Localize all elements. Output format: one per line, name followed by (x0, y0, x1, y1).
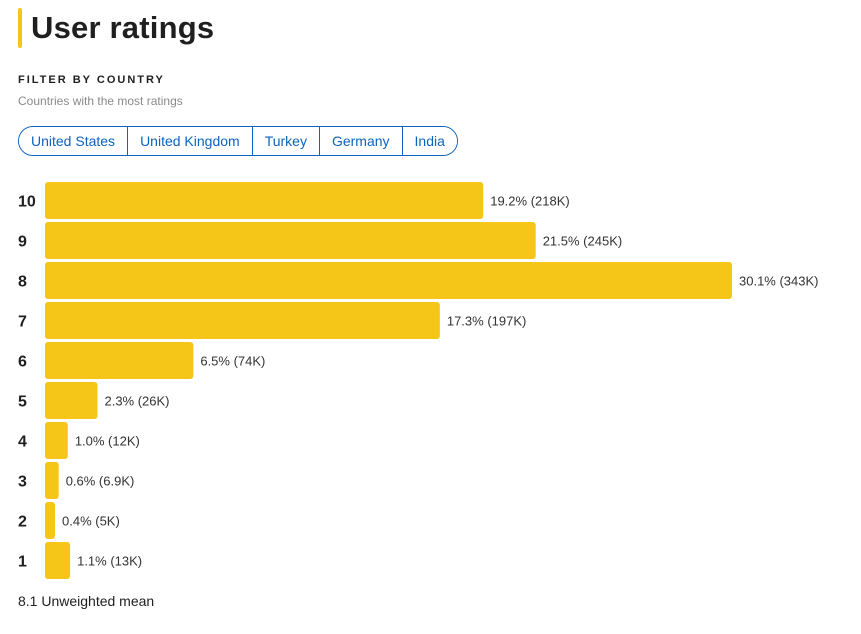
rating-bar-5[interactable] (45, 382, 98, 419)
rating-value-label-8: 30.1% (343K) (739, 274, 819, 289)
rating-label-6: 6 (18, 354, 27, 371)
rating-label-5: 5 (18, 394, 27, 411)
rating-bar-6[interactable] (45, 342, 194, 379)
title-accent-bar (18, 8, 22, 48)
rating-label-3: 3 (18, 474, 27, 491)
country-chip-turkey[interactable]: Turkey (252, 127, 320, 155)
rating-value-label-5: 2.3% (26K) (104, 394, 169, 409)
rating-value-label-1: 1.1% (13K) (77, 554, 142, 569)
rating-label-1: 1 (18, 554, 27, 571)
rating-value-label-6: 6.5% (74K) (200, 354, 265, 369)
rating-label-4: 4 (18, 434, 27, 451)
rating-value-label-7: 17.3% (197K) (447, 314, 527, 329)
country-chip-india[interactable]: India (402, 127, 457, 155)
title-block: User ratings (18, 8, 214, 48)
rating-bar-1[interactable] (45, 542, 71, 579)
rating-bar-2[interactable] (45, 502, 55, 539)
rating-value-label-10: 19.2% (218K) (490, 194, 569, 209)
rating-value-label-3: 0.6% (6.9K) (66, 474, 135, 489)
country-filter-group: United States United Kingdom Turkey Germ… (18, 126, 458, 156)
rating-label-8: 8 (18, 274, 27, 291)
page-title: User ratings (31, 10, 215, 45)
unweighted-mean: 8.1 Unweighted mean (18, 593, 155, 609)
rating-label-2: 2 (18, 514, 27, 531)
rating-label-10: 10 (18, 194, 36, 211)
rating-value-label-4: 1.0% (12K) (75, 434, 140, 449)
rating-label-7: 7 (18, 314, 27, 331)
rating-bar-7[interactable] (45, 302, 440, 339)
rating-bar-9[interactable] (45, 222, 536, 259)
rating-value-label-2: 0.4% (5K) (62, 514, 120, 529)
filter-subheading: Countries with the most ratings (18, 94, 183, 108)
rating-value-label-9: 21.5% (245K) (543, 234, 623, 249)
rating-bar-8[interactable] (45, 262, 732, 299)
rating-bar-10[interactable] (45, 182, 484, 219)
filter-heading: FILTER BY COUNTRY (18, 74, 165, 86)
rating-bar-4[interactable] (45, 422, 68, 459)
rating-bar-3[interactable] (45, 462, 59, 499)
country-chip-united-kingdom[interactable]: United Kingdom (128, 127, 253, 155)
rating-label-9: 9 (18, 234, 27, 251)
country-chip-germany[interactable]: Germany (319, 127, 403, 155)
country-chip-united-states[interactable]: United States (19, 127, 129, 155)
